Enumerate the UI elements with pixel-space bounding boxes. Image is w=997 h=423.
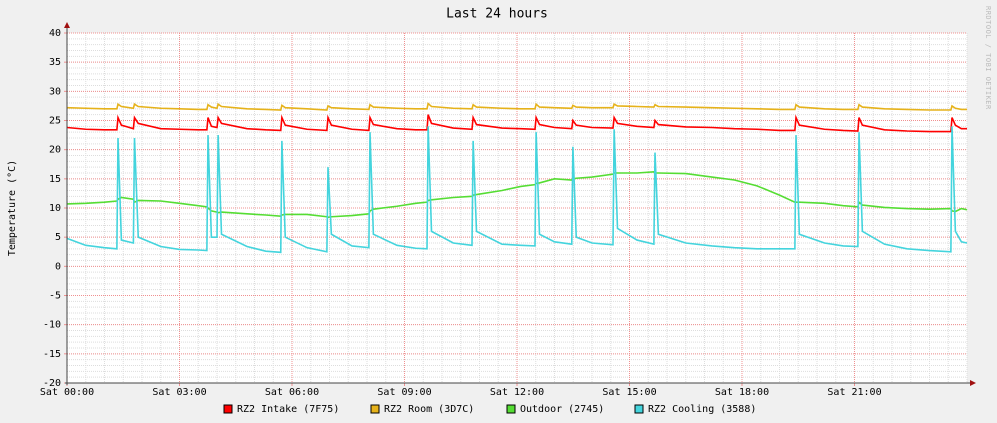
legend-label: Outdoor (2745) <box>520 404 604 415</box>
x-tick-label: Sat 15:00 <box>602 387 656 398</box>
y-tick-label: 20 <box>49 145 61 156</box>
series-line <box>66 114 967 133</box>
y-tick-label: -10 <box>43 320 61 331</box>
series-line <box>66 126 968 254</box>
x-tick-label: Sat 00:00 <box>40 387 94 398</box>
legend-swatch <box>370 404 380 414</box>
y-tick-label: -5 <box>49 291 61 302</box>
x-tick-label: Sat 18:00 <box>715 387 769 398</box>
legend-swatch <box>223 404 233 414</box>
x-tick-label: Sat 09:00 <box>377 387 431 398</box>
x-tick-label: Sat 03:00 <box>152 387 206 398</box>
x-tick-label: Sat 12:00 <box>490 387 544 398</box>
y-axis-label: Temperature (°C) <box>7 160 18 256</box>
legend-swatch <box>634 404 644 414</box>
axis-arrow <box>970 380 976 386</box>
legend-swatch <box>506 404 516 414</box>
y-tick-label: 35 <box>49 57 61 68</box>
y-tick-label: 0 <box>55 261 61 272</box>
y-tick-label: 30 <box>49 86 61 97</box>
y-tick-label: 15 <box>49 174 61 185</box>
y-tick-label: -20 <box>43 378 61 389</box>
vendor-note: RRDTOOL / TOBI OETIKER <box>984 6 992 110</box>
legend-label: RZ2 Intake (7F75) <box>237 404 339 415</box>
x-tick-label: Sat 06:00 <box>265 387 319 398</box>
y-tick-label: 40 <box>49 28 61 39</box>
x-tick-label: Sat 21:00 <box>827 387 881 398</box>
chart-title: Last 24 hours <box>446 7 548 22</box>
y-tick-label: 5 <box>55 232 61 243</box>
y-tick-label: 25 <box>49 116 61 127</box>
series-line <box>66 102 967 111</box>
axis-arrow <box>64 22 70 28</box>
legend-label: RZ2 Cooling (3588) <box>648 404 756 415</box>
y-tick-label: -15 <box>43 349 61 360</box>
y-tick-label: 10 <box>49 203 61 214</box>
legend-label: RZ2 Room (3D7C) <box>384 404 474 415</box>
